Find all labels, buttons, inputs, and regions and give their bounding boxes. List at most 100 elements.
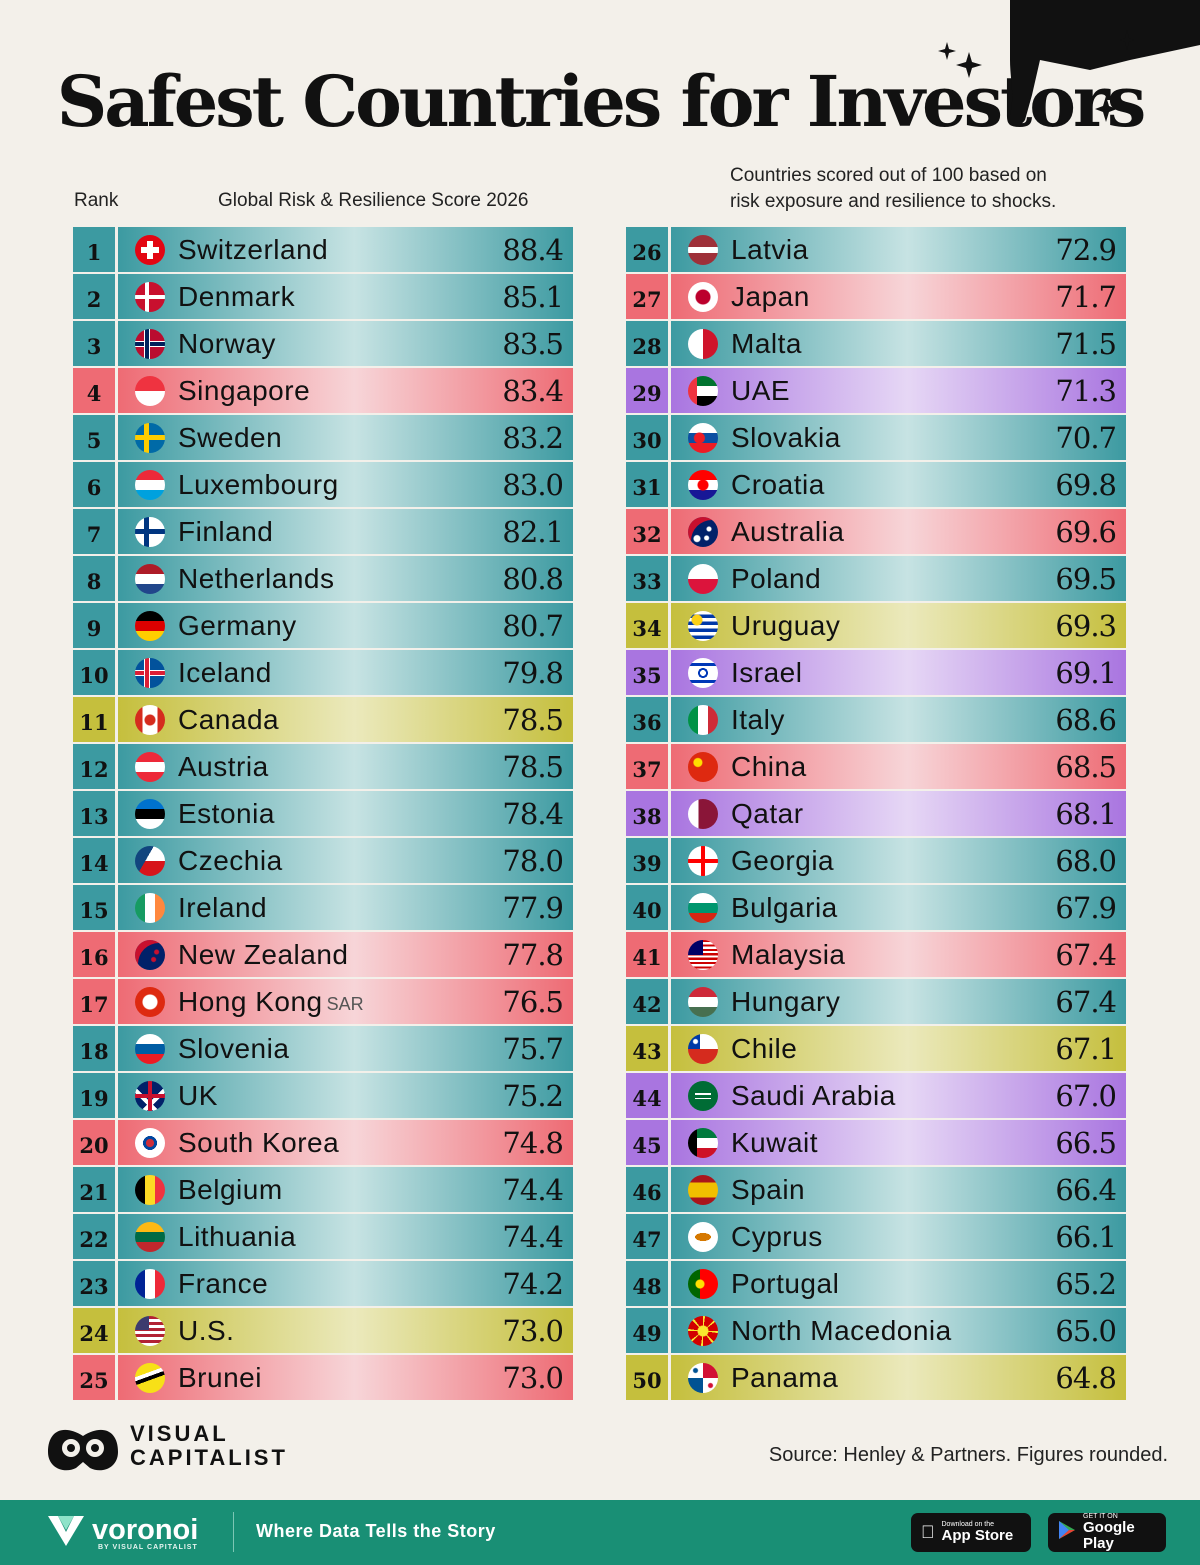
score-value: 82.1 — [502, 514, 564, 549]
rank-cell: 5 — [73, 415, 115, 460]
portuguese-flag-icon — [688, 1268, 718, 1299]
rank-cell: 11 — [73, 697, 115, 742]
country-bar: Georgia 68.0 — [671, 838, 1126, 883]
country-bar: Estonia 78.4 — [118, 791, 573, 836]
country-bar: Israel 69.1 — [671, 650, 1126, 695]
italian-flag-icon — [688, 704, 718, 735]
score-value: 78.4 — [502, 796, 564, 831]
table-row: 42 Hungary 67.4 — [626, 978, 1126, 1025]
score-value: 64.8 — [1055, 1360, 1117, 1395]
country-name: Kuwait — [731, 1126, 819, 1158]
spanish-flag-icon — [688, 1174, 718, 1205]
rank-cell: 26 — [626, 227, 668, 272]
country-name: Netherlands — [178, 562, 335, 594]
score-value: 78.5 — [502, 749, 564, 784]
country-name: Australia — [731, 515, 845, 547]
footer-bar: voronoi BY VISUAL CAPITALIST Where Data … — [0, 1500, 1200, 1565]
table-row: 15 Ireland 77.9 — [73, 884, 573, 931]
table-row: 34 Uruguay 69.3 — [626, 602, 1126, 649]
footer-divider — [233, 1512, 234, 1552]
belgian-flag-icon — [135, 1174, 165, 1205]
singapore-flag-icon — [135, 375, 165, 406]
table-row: 4 Singapore 83.4 — [73, 367, 573, 414]
country-bar: Belgium 74.4 — [118, 1167, 573, 1212]
country-bar: Malaysia 67.4 — [671, 932, 1126, 977]
rank-cell: 9 — [73, 603, 115, 648]
japanese-flag-icon — [688, 281, 718, 312]
country-name: Israel — [731, 656, 803, 688]
country-name: Poland — [731, 562, 822, 594]
score-value: 66.4 — [1055, 1172, 1117, 1207]
country-bar: Finland 82.1 — [118, 509, 573, 554]
table-row: 35 Israel 69.1 — [626, 649, 1126, 696]
voronoi-logo[interactable]: voronoi — [46, 1512, 198, 1548]
country-name: U.S. — [178, 1314, 235, 1346]
country-name: Japan — [731, 280, 810, 312]
table-row: 45 Kuwait 66.5 — [626, 1119, 1126, 1166]
table-row: 14 Czechia 78.0 — [73, 837, 573, 884]
country-name: Hungary — [731, 985, 841, 1017]
estonian-flag-icon — [135, 798, 165, 829]
score-value: 67.4 — [1055, 937, 1117, 972]
table-row: 20 South Korea 74.8 — [73, 1119, 573, 1166]
rank-cell: 50 — [626, 1355, 668, 1400]
hong-kong-flag-icon — [135, 986, 165, 1017]
country-bar: Kuwait 66.5 — [671, 1120, 1126, 1165]
rank-cell: 2 — [73, 274, 115, 319]
table-row: 44 Saudi Arabia 67.0 — [626, 1072, 1126, 1119]
rank-cell: 42 — [626, 979, 668, 1024]
country-name: Slovakia — [731, 421, 841, 453]
rank-cell: 12 — [73, 744, 115, 789]
score-value: 67.9 — [1055, 890, 1117, 925]
table-row: 26 Latvia 72.9 — [626, 226, 1126, 273]
rank-cell: 17 — [73, 979, 115, 1024]
table-row: 13 Estonia 78.4 — [73, 790, 573, 837]
country-bar: North Macedonia 65.0 — [671, 1308, 1126, 1353]
score-value: 74.8 — [502, 1125, 564, 1160]
google-play-button[interactable]: GET IT ON Google Play — [1048, 1513, 1166, 1552]
latvian-flag-icon — [688, 234, 718, 265]
country-name: New Zealand — [178, 938, 349, 970]
score-value: 67.4 — [1055, 984, 1117, 1019]
score-value: 68.5 — [1055, 749, 1117, 784]
rank-cell: 45 — [626, 1120, 668, 1165]
country-name: Saudi Arabia — [731, 1079, 896, 1111]
country-bar: Switzerland 88.4 — [118, 227, 573, 272]
australian-flag-icon — [688, 516, 718, 547]
rank-cell: 16 — [73, 932, 115, 977]
maltese-flag-icon — [688, 328, 718, 359]
rank-cell: 44 — [626, 1073, 668, 1118]
source-note: Source: Henley & Partners. Figures round… — [768, 1444, 1168, 1466]
table-row: 21 Belgium 74.4 — [73, 1166, 573, 1213]
table-row: 8 Netherlands 80.8 — [73, 555, 573, 602]
rank-cell: 19 — [73, 1073, 115, 1118]
table-row: 41 Malaysia 67.4 — [626, 931, 1126, 978]
score-value: 68.0 — [1055, 843, 1117, 878]
score-value: 69.5 — [1055, 561, 1117, 596]
app-store-button[interactable]:  Download on the App Store — [911, 1513, 1031, 1552]
country-name: Iceland — [178, 656, 272, 688]
table-row: 38 Qatar 68.1 — [626, 790, 1126, 837]
table-row: 3 Norway 83.5 — [73, 320, 573, 367]
table-row: 10 Iceland 79.8 — [73, 649, 573, 696]
score-value: 79.8 — [502, 655, 564, 690]
luxembourg-flag-icon — [135, 469, 165, 500]
table-row: 43 Chile 67.1 — [626, 1025, 1126, 1072]
country-name: Canada — [178, 703, 280, 735]
rank-cell: 21 — [73, 1167, 115, 1212]
table-row: 24 U.S. 73.0 — [73, 1307, 573, 1354]
table-row: 12 Austria 78.5 — [73, 743, 573, 790]
visual-capitalist-mark-icon — [48, 1429, 118, 1471]
rank-cell: 8 — [73, 556, 115, 601]
score-value: 75.7 — [502, 1031, 564, 1066]
country-name: South Korea — [178, 1126, 340, 1158]
rank-cell: 6 — [73, 462, 115, 507]
score-value: 69.3 — [1055, 608, 1117, 643]
country-bar: Czechia 78.0 — [118, 838, 573, 883]
voronoi-mark-icon — [48, 1516, 84, 1546]
country-name: Hong Kong — [178, 985, 323, 1017]
rank-cell: 41 — [626, 932, 668, 977]
panamanian-flag-icon — [688, 1362, 718, 1393]
slovenian-flag-icon — [135, 1033, 165, 1064]
play-store-icon — [1058, 1520, 1076, 1545]
